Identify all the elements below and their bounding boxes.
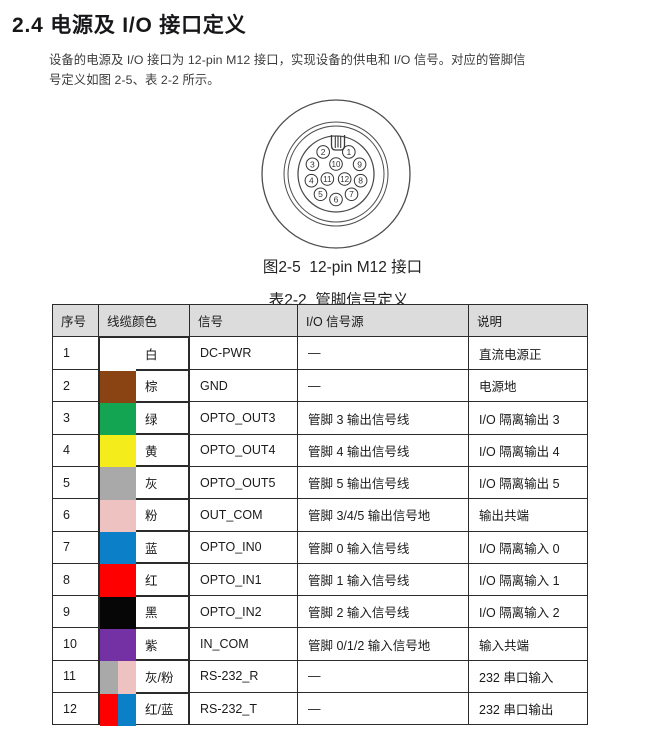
svg-text:4: 4 [309, 176, 314, 186]
svg-text:10: 10 [332, 160, 341, 169]
svg-text:9: 9 [357, 159, 362, 169]
svg-text:1: 1 [346, 147, 351, 157]
svg-text:3: 3 [310, 159, 315, 169]
svg-text:8: 8 [358, 176, 363, 186]
svg-text:5: 5 [318, 189, 323, 199]
svg-text:12: 12 [340, 175, 349, 184]
svg-text:6: 6 [334, 195, 339, 205]
svg-text:11: 11 [323, 175, 332, 184]
svg-text:2: 2 [321, 147, 326, 157]
svg-text:7: 7 [349, 189, 354, 199]
